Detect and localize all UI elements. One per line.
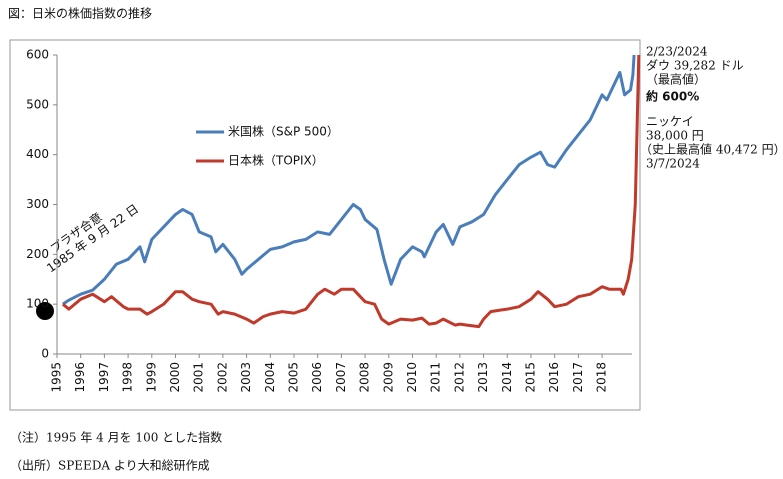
series-line [62,54,636,306]
annotation: ニッケイ [646,115,694,129]
x-tick-label: 2009 [381,362,395,393]
chart-title: 図：日米の株価指数の推移 [8,6,152,21]
x-tick-label: 1997 [97,362,111,393]
plaza-label: プラザ合意 1985 年 9 月 22 日 [44,202,141,276]
y-tick-label: 0 [41,347,49,361]
x-tick-label: 2011 [429,362,443,393]
x-tick-label: 2017 [571,362,585,393]
annotation: 3/7/2024 [646,157,700,171]
x-tick-label: 1995 [50,362,64,393]
x-tick-label: 2018 [595,362,609,393]
chart-frame [9,39,641,411]
x-tick-label: 2004 [263,362,277,393]
annotation: （最高値） [646,72,706,87]
x-tick-label: 2008 [358,362,372,393]
y-tick-label: 300 [26,197,49,211]
x-tick-label: 2012 [452,362,466,393]
x-tick-label: 2005 [286,362,300,393]
x-tick-label: 2014 [500,362,514,393]
y-tick-label: 400 [26,147,49,161]
x-tick-label: 2006 [310,362,324,393]
series-line [61,54,641,329]
legend-box [192,118,382,176]
annotation: 38,000 円 [646,129,704,143]
x-tick-label: 2013 [476,362,490,393]
x-tick-label: 2000 [168,362,182,393]
legend-label: 米国株（S&P 500） [228,124,339,139]
x-tick-label: 2016 [547,362,561,393]
y-tick-label: 100 [26,297,49,311]
legend-label: 日本株（TOPIX） [228,153,324,168]
note: （注）1995 年 4 月を 100 とした指数 [10,430,222,445]
y-tick-label: 600 [26,48,49,62]
x-tick-label: 2001 [192,362,206,393]
x-tick-label: 1998 [121,362,135,393]
note: （出所）SPEEDA より大和総研作成 [10,459,210,473]
annotation: ダウ 39,282 ドル [646,58,744,73]
x-tick-label: 2010 [405,362,419,393]
annotation: 約 600% [646,89,699,104]
y-tick-label: 500 [26,97,49,111]
y-tick-label: 200 [26,247,49,261]
x-tick-label: 1999 [144,362,158,393]
x-tick-label: 2007 [334,362,348,393]
x-tick-label: 2003 [239,362,253,393]
x-tick-label: 2002 [215,362,229,393]
annotation: （史上最高値 40,472 円） [640,142,783,157]
plaza-marker [36,302,54,320]
annotation: 2/23/2024 [646,45,708,59]
x-tick-label: 1996 [73,362,87,393]
x-tick-label: 2015 [523,362,537,393]
